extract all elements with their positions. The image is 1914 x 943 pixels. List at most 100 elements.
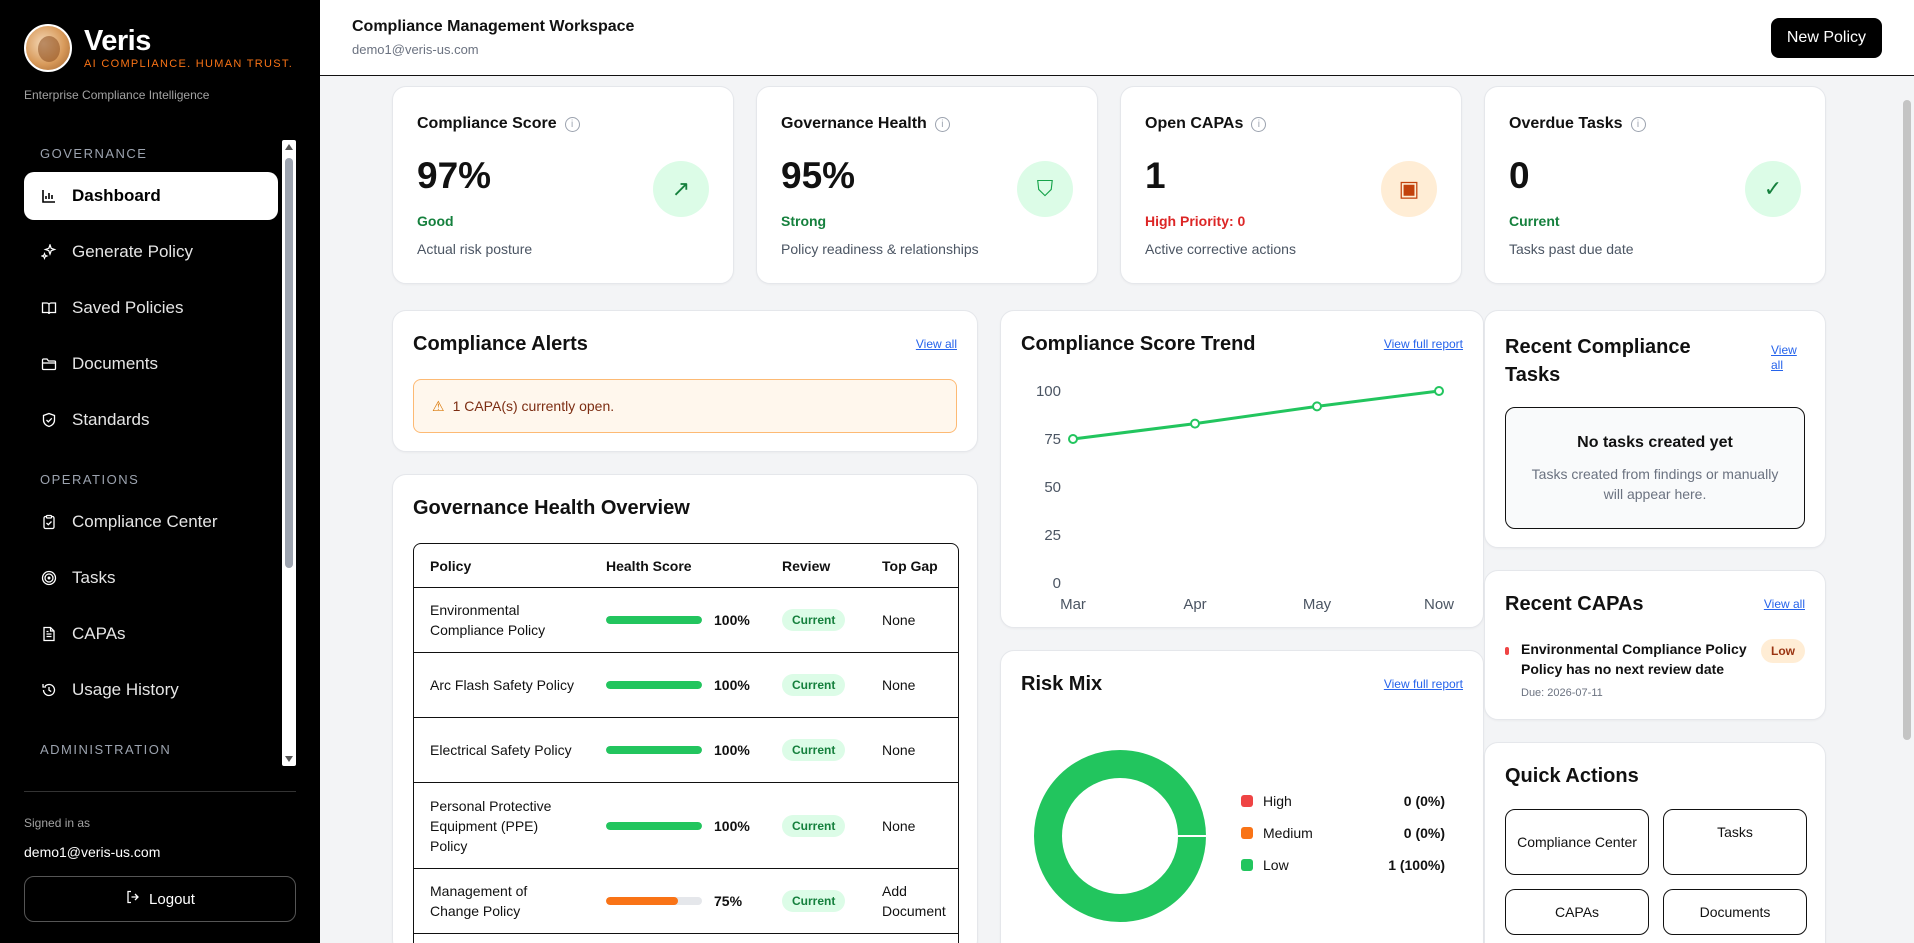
sidebar-item-tasks[interactable]: Tasks <box>24 554 278 602</box>
health-bar-fill <box>606 897 678 905</box>
stat-desc: Policy readiness & relationships <box>781 241 979 257</box>
y-tick-label: 50 <box>1044 479 1061 496</box>
folder-icon <box>40 355 58 373</box>
trend-point[interactable] <box>1434 386 1444 396</box>
scroll-down-icon[interactable] <box>285 756 293 762</box>
stat-value: 1 <box>1145 155 1166 196</box>
health-bar <box>606 681 702 689</box>
stat-value: 0 <box>1509 155 1530 196</box>
table-row[interactable]: Management of Change Policy 75% Current … <box>414 869 958 934</box>
y-tick-label: 25 <box>1044 527 1061 544</box>
legend-label: High <box>1263 793 1292 809</box>
quick-action-tasks[interactable]: Tasks <box>1663 809 1807 875</box>
quick-action-capas[interactable]: CAPAs <box>1505 889 1649 935</box>
capa-priority-badge: Low <box>1761 639 1805 663</box>
table-row[interactable]: Personal Protective Equipment (PPE) Poli… <box>414 783 958 869</box>
page-title: Compliance Management Workspace <box>352 18 635 35</box>
table-row[interactable]: Electrical Safety Policy 100% Current No… <box>414 718 958 783</box>
donut-slice[interactable] <box>1034 750 1206 922</box>
logout-button[interactable]: Logout <box>24 876 296 922</box>
policy-name: Electrical Safety Policy <box>414 718 590 783</box>
recent-capas-card: Recent CAPAs View all Environmental Comp… <box>1484 570 1826 720</box>
book-open-icon <box>40 299 58 317</box>
y-tick-label: 0 <box>1053 575 1061 592</box>
info-icon[interactable]: i <box>1251 116 1267 132</box>
y-tick-label: 100 <box>1036 383 1061 400</box>
stat-desc: Active corrective actions <box>1145 241 1296 257</box>
stat-status: Strong <box>781 213 827 229</box>
sidebar-item-generate-policy[interactable]: Generate Policy <box>24 228 278 276</box>
logo <box>24 24 72 72</box>
capas-view-all-link[interactable]: View all <box>1763 597 1805 611</box>
sidebar-item-compliance-center[interactable]: Compliance Center <box>24 498 278 546</box>
header: Compliance Management Workspace demo1@ve… <box>320 0 1914 76</box>
warning-icon: ⚠ <box>432 397 445 414</box>
quick-action-documents[interactable]: Documents <box>1663 889 1807 935</box>
sidebar-scrollbar[interactable] <box>282 140 296 766</box>
scroll-up-icon[interactable] <box>285 144 293 150</box>
table-row[interactable]: Arc Flash Safety Policy 100% Current Non… <box>414 653 958 718</box>
risk-view-report-link[interactable]: View full report <box>1383 677 1463 691</box>
trend-view-report-link[interactable]: View full report <box>1383 337 1463 351</box>
top-gap: None <box>866 783 958 869</box>
legend-swatch <box>1241 795 1253 807</box>
info-icon[interactable]: i <box>564 116 580 132</box>
sidebar-item-usage-history[interactable]: Usage History <box>24 666 278 714</box>
nav-section-administration: ADMINISTRATION <box>40 741 172 757</box>
health-bar <box>606 897 702 905</box>
legend-item-low: Low 1 (100%) <box>1241 857 1445 873</box>
info-icon[interactable]: i <box>1630 116 1646 132</box>
legend-value: 0 (0%) <box>1403 793 1445 809</box>
sidebar-item-documents[interactable]: Documents <box>24 340 278 388</box>
score-trend-card: Compliance Score Trend View full report … <box>1000 310 1484 628</box>
main-scrollbar[interactable] <box>1900 76 1914 943</box>
sidebar-item-label: Compliance Center <box>72 512 218 531</box>
card-title: Compliance Alerts <box>413 333 588 355</box>
table-row[interactable] <box>414 934 958 943</box>
column-header: Top Gap <box>866 544 958 588</box>
x-tick-label: Mar <box>1060 596 1086 613</box>
sidebar-item-label: Usage History <box>72 680 179 699</box>
logout-label: Logout <box>149 890 195 908</box>
legend-swatch <box>1241 827 1253 839</box>
brand: Veris AI COMPLIANCE. HUMAN TRUST. <box>0 0 320 72</box>
clipboard-check-icon <box>40 513 58 531</box>
shield-check-icon <box>40 411 58 429</box>
trend-point[interactable] <box>1190 418 1200 429</box>
sidebar-item-label: Saved Policies <box>72 298 184 317</box>
table-row[interactable]: Environmental Compliance Policy 100% Cur… <box>414 588 958 653</box>
sidebar-nav[interactable]: GOVERNANCE Dashboard Generate Policy Sav… <box>24 138 296 766</box>
bar-chart-icon <box>40 187 58 205</box>
x-tick-label: Apr <box>1183 596 1206 613</box>
health-score: 100% <box>714 677 750 693</box>
sidebar-item-capas[interactable]: CAPAs <box>24 610 278 658</box>
info-icon[interactable]: i <box>934 116 950 132</box>
review-badge: Current <box>782 739 846 761</box>
sidebar-item-label: Tasks <box>72 568 116 587</box>
stat-value: 97% <box>417 155 492 196</box>
alerts-view-all-link[interactable]: View all <box>915 337 957 351</box>
legend-value: 0 (0%) <box>1403 825 1445 841</box>
trend-point[interactable] <box>1068 434 1078 444</box>
new-policy-button[interactable]: New Policy <box>1770 17 1882 58</box>
sidebar-item-dashboard[interactable]: Dashboard <box>24 172 278 220</box>
legend-label: Medium <box>1263 825 1313 841</box>
column-header: Policy <box>414 544 590 588</box>
trend-point[interactable] <box>1312 401 1322 412</box>
sidebar-item-standards[interactable]: Standards <box>24 396 278 444</box>
stat-card-overdue-tasks: Overdue Tasks i 0 Current Tasks past due … <box>1484 86 1826 284</box>
quick-action-compliance-center[interactable]: Compliance Center <box>1505 809 1649 875</box>
review-badge: Current <box>782 674 846 696</box>
health-bar-fill <box>606 616 702 624</box>
stat-title: Open CAPAs <box>1145 115 1244 132</box>
stat-value: 95% <box>781 155 856 196</box>
recent-tasks-card: Recent Compliance Tasks View all No task… <box>1484 310 1826 548</box>
scrollbar-thumb[interactable] <box>285 158 293 568</box>
compliance-alerts-card: Compliance Alerts View all ⚠ 1 CAPA(s) c… <box>392 310 978 452</box>
sidebar-footer: Signed in as demo1@veris-us.com Logout <box>24 791 296 922</box>
alert-item: ⚠ 1 CAPA(s) currently open. <box>413 379 957 433</box>
scrollbar-thumb[interactable] <box>1903 100 1911 740</box>
sidebar-item-saved-policies[interactable]: Saved Policies <box>24 284 278 332</box>
sidebar-item-label: Documents <box>72 354 158 373</box>
tasks-view-all-link[interactable]: View all <box>1771 343 1797 372</box>
